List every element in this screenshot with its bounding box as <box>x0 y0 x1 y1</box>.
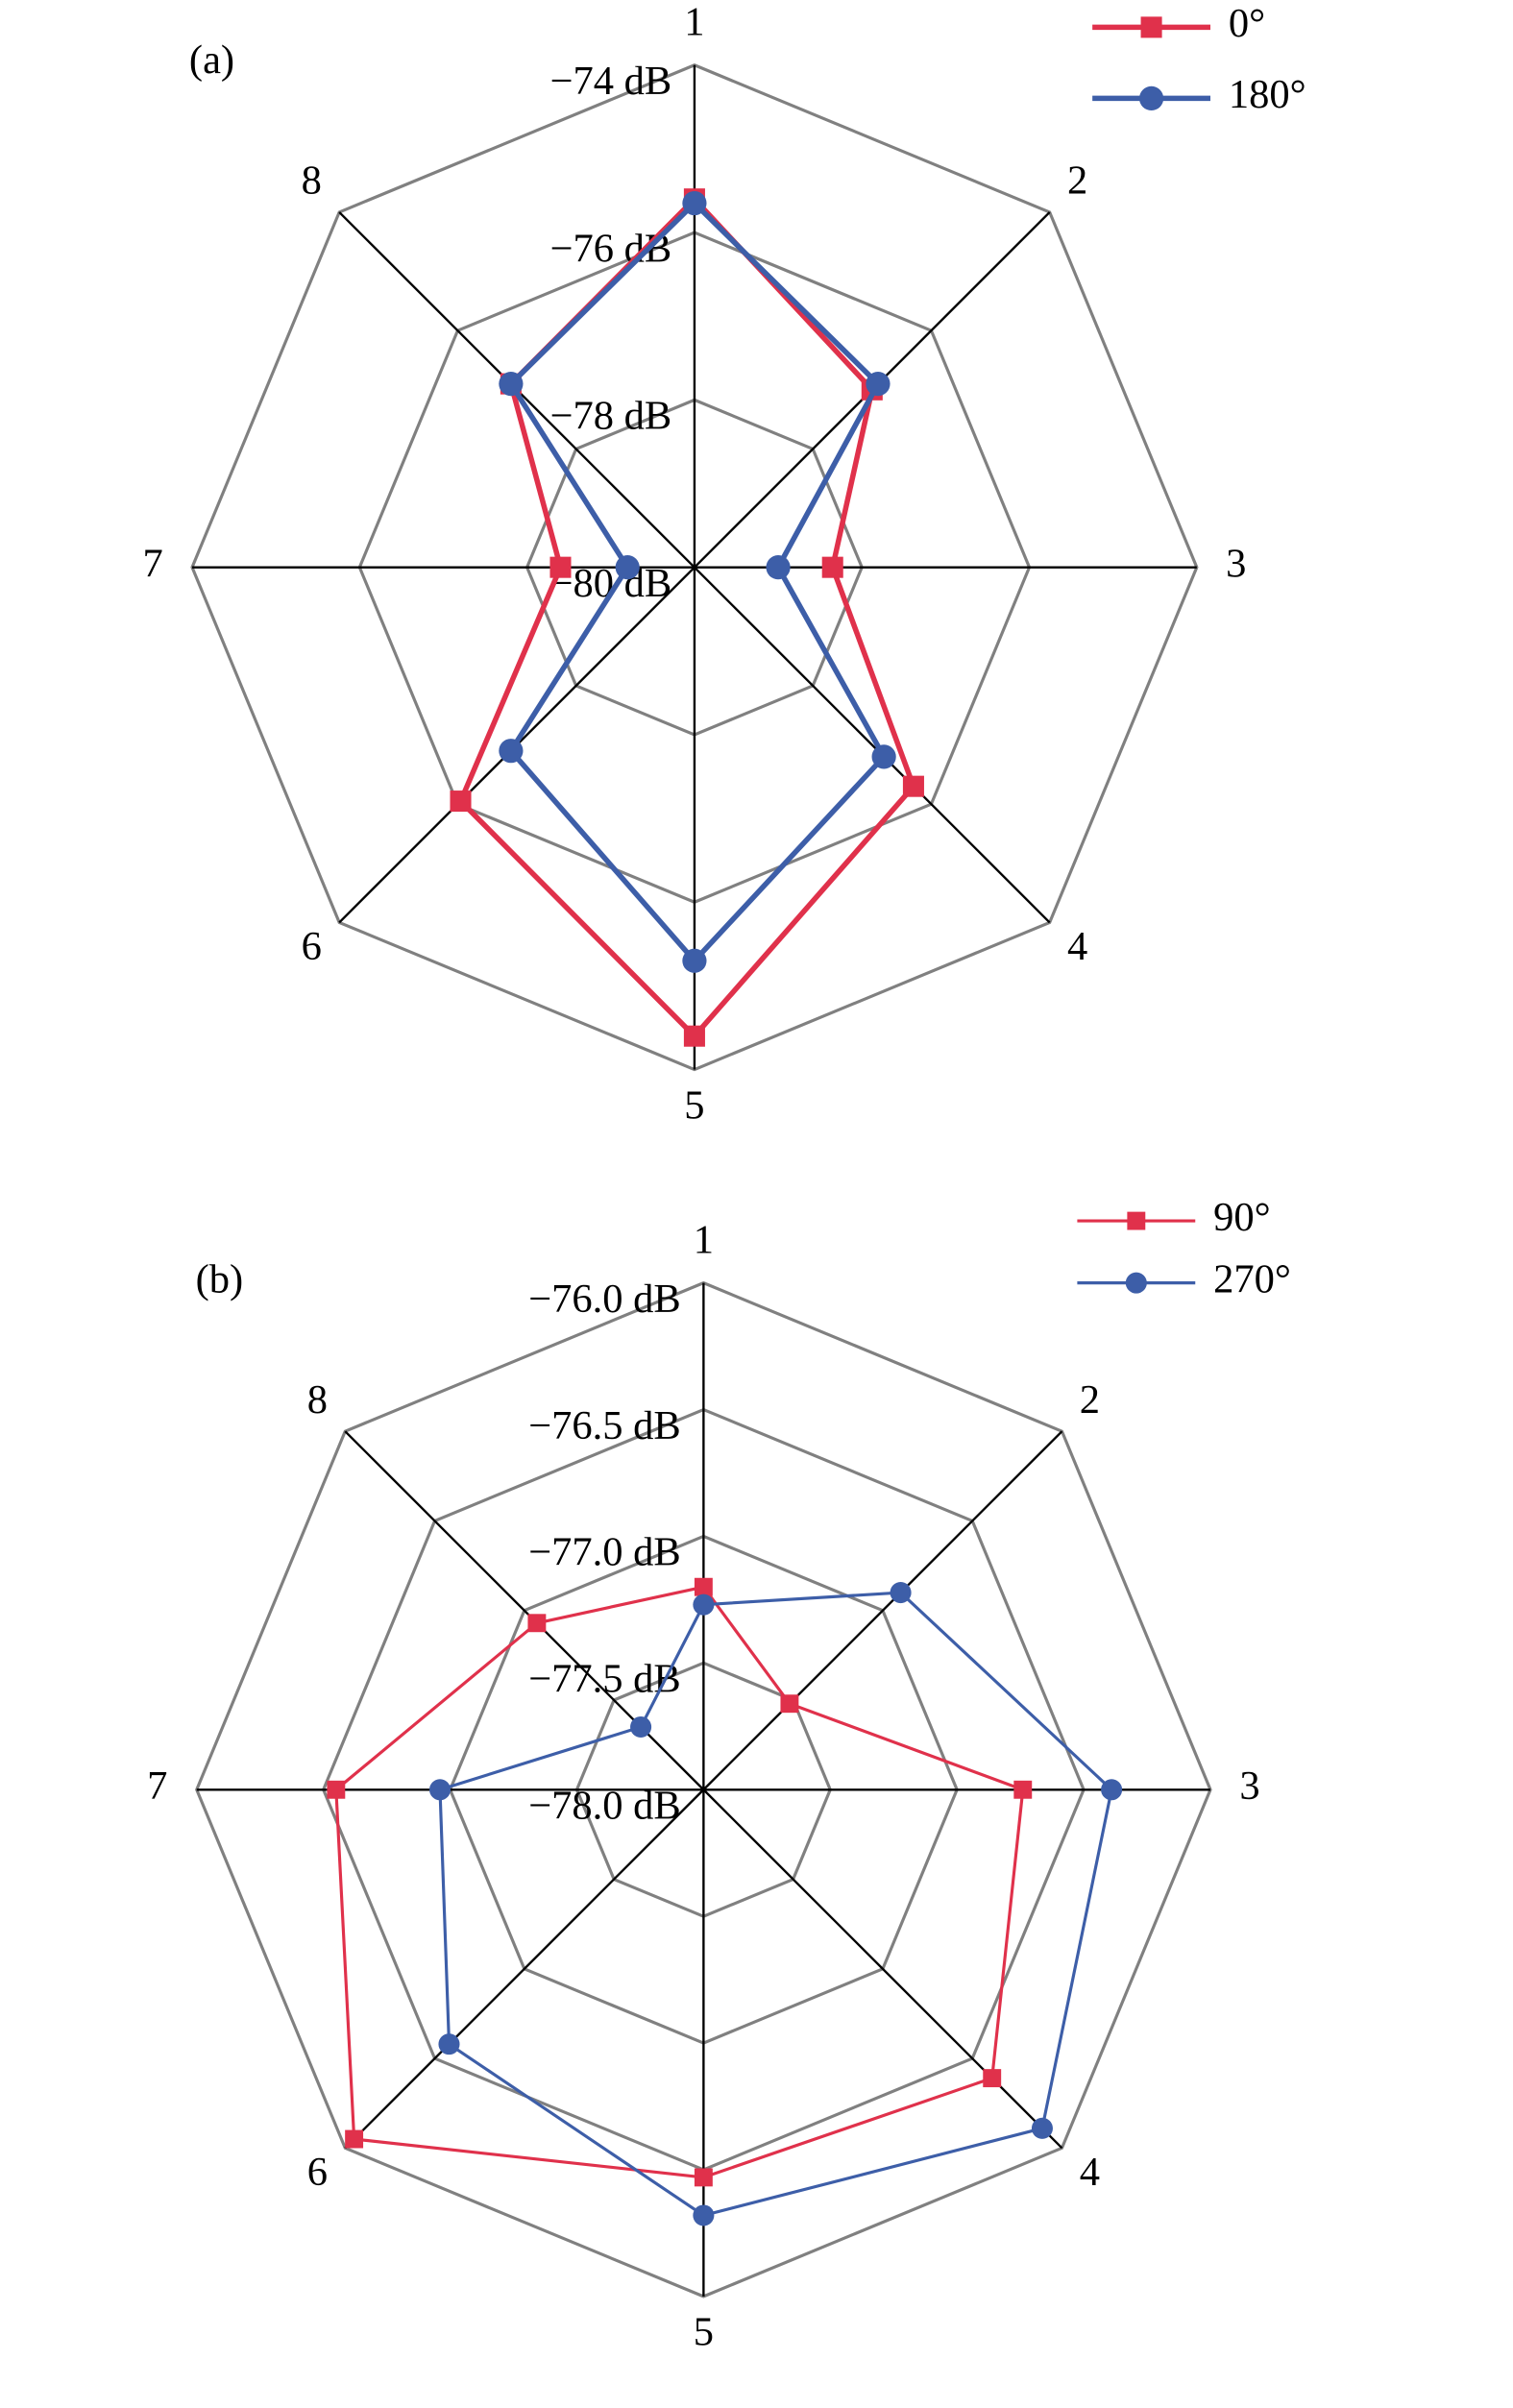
data-point <box>438 2033 460 2055</box>
spoke <box>694 566 1051 924</box>
category-label: 4 <box>1080 2150 1100 2195</box>
data-point <box>682 190 707 216</box>
tick-label: −76.5 dB <box>528 1403 681 1448</box>
data-point <box>1013 1780 1033 1799</box>
legend-label: 0° <box>1229 1 1265 46</box>
category-label: 3 <box>1226 541 1246 586</box>
data-point <box>682 948 707 973</box>
tick-label: −78 dB <box>550 394 672 439</box>
legend-label: 270° <box>1213 1256 1291 1301</box>
legend-marker <box>1140 16 1162 38</box>
data-point <box>890 1582 912 1604</box>
tick-label: −77.5 dB <box>528 1657 681 1702</box>
spoke <box>344 1788 705 2150</box>
data-point <box>327 1780 346 1799</box>
data-point <box>527 1614 547 1633</box>
data-point <box>693 2204 715 2226</box>
category-label: 5 <box>694 2310 714 2355</box>
data-point <box>983 2069 1002 2088</box>
data-point <box>694 1577 713 1596</box>
tick-label: −76 dB <box>550 226 672 271</box>
data-point <box>549 556 572 578</box>
data-point <box>499 372 524 397</box>
category-label: 2 <box>1067 158 1087 204</box>
data-point <box>1101 1779 1123 1801</box>
data-point <box>866 372 891 397</box>
category-label: 7 <box>147 1763 167 1809</box>
data-point <box>694 2168 713 2187</box>
data-point <box>615 555 640 580</box>
data-point <box>630 1715 652 1738</box>
legend-marker <box>1125 1272 1147 1294</box>
category-label: 6 <box>302 924 322 969</box>
legend-marker <box>1127 1211 1146 1230</box>
category-label: 2 <box>1080 1377 1100 1423</box>
category-label: 1 <box>684 0 704 45</box>
category-label: 8 <box>307 1377 328 1423</box>
tick-label: −76.0 dB <box>528 1277 681 1322</box>
data-point <box>902 775 924 797</box>
category-label: 7 <box>142 541 162 586</box>
data-point <box>871 744 896 769</box>
data-point <box>1031 2117 1053 2139</box>
data-point <box>499 739 524 764</box>
data-point <box>683 1025 705 1047</box>
spoke <box>702 1430 1063 1791</box>
tick-label: −74 dB <box>550 59 672 104</box>
data-point <box>345 2129 364 2149</box>
category-label: 6 <box>307 2150 328 2195</box>
data-point <box>450 791 472 813</box>
data-point <box>693 1593 715 1616</box>
category-label: 5 <box>684 1082 704 1128</box>
data-point <box>821 556 843 578</box>
data-point <box>766 555 791 580</box>
category-label: 3 <box>1239 1763 1259 1809</box>
data-point <box>780 1694 799 1714</box>
category-label: 1 <box>694 1217 714 1262</box>
category-label: 4 <box>1067 924 1087 969</box>
tick-label: −77.0 dB <box>528 1530 681 1575</box>
series-line <box>457 195 917 1040</box>
spoke <box>702 1788 1063 2150</box>
panel-label: (a) <box>189 37 234 83</box>
legend-marker <box>1138 85 1164 111</box>
legend-label: 90° <box>1213 1195 1271 1240</box>
data-point <box>428 1779 451 1801</box>
legend-label: 180° <box>1229 72 1306 117</box>
tick-label: −78.0 dB <box>528 1784 681 1829</box>
panel-label: (b) <box>196 1256 244 1301</box>
category-label: 8 <box>302 158 322 204</box>
